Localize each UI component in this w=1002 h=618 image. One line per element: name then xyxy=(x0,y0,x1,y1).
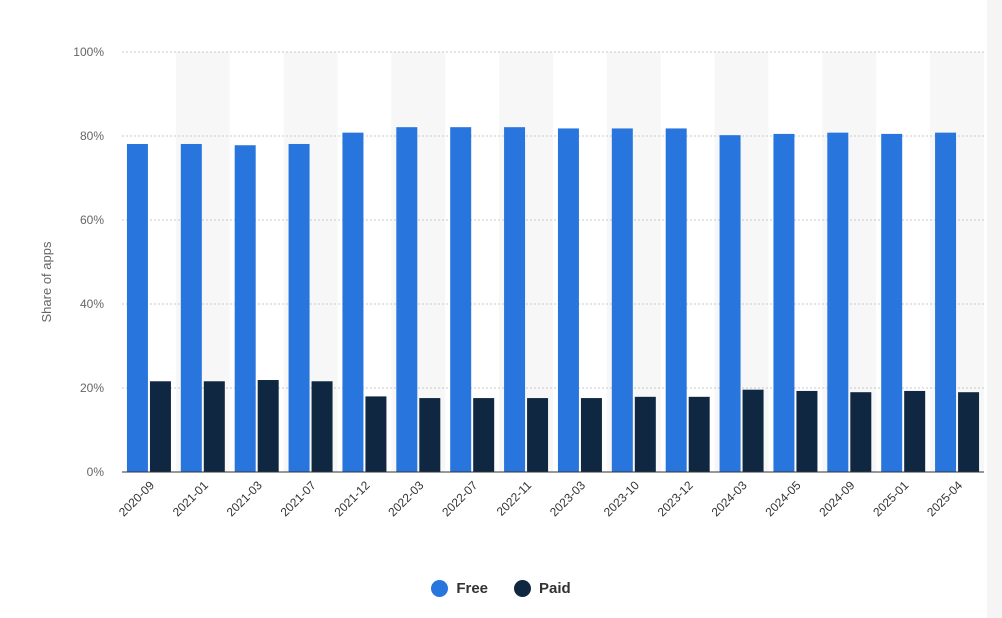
bar-free-2024-09[interactable] xyxy=(827,132,849,472)
x-tick-label: 2024-03 xyxy=(709,478,750,519)
x-tick-label: 2025-01 xyxy=(870,478,911,519)
y-tick-label: 100% xyxy=(73,45,104,59)
bar-paid-2021-07[interactable] xyxy=(311,381,333,472)
bar-paid-2024-09[interactable] xyxy=(850,392,872,472)
legend-item-free[interactable]: Free xyxy=(431,580,488,597)
bar-free-2021-07[interactable] xyxy=(288,143,310,473)
bar-paid-2022-07[interactable] xyxy=(473,398,495,472)
x-tick-label: 2022-07 xyxy=(439,478,480,519)
x-tick-label: 2020-09 xyxy=(116,478,157,519)
bar-free-2022-03[interactable] xyxy=(396,127,418,473)
y-axis-ticks: 0% 20% 40% 60% 80% 100% xyxy=(73,45,104,479)
legend-swatch-free xyxy=(431,580,449,597)
bar-paid-2023-10[interactable] xyxy=(634,396,656,472)
x-tick-label: 2025-04 xyxy=(924,478,965,519)
bar-paid-2022-11[interactable] xyxy=(527,398,549,472)
x-tick-label: 2024-09 xyxy=(816,478,857,519)
bar-free-2020-09[interactable] xyxy=(126,143,148,473)
bar-free-2021-01[interactable] xyxy=(180,143,202,473)
x-axis-ticks: 2020-09 2021-01 2021-03 2021-07 2021-12 2022-… xyxy=(116,478,965,519)
bar-free-2021-12[interactable] xyxy=(342,132,364,472)
bar-free-2024-03[interactable] xyxy=(719,135,741,472)
bar-free-2024-05[interactable] xyxy=(773,133,795,472)
x-tick-label: 2022-11 xyxy=(494,478,535,519)
bar-paid-2021-12[interactable] xyxy=(365,396,387,472)
x-tick-label: 2021-03 xyxy=(224,478,265,519)
bar-free-2021-03[interactable] xyxy=(234,145,256,473)
bar-paid-2025-04[interactable] xyxy=(958,392,980,472)
x-tick-label: 2023-10 xyxy=(601,478,642,519)
x-tick-label: 2022-03 xyxy=(385,478,426,519)
bar-paid-2025-01[interactable] xyxy=(904,390,926,472)
bar-paid-2022-03[interactable] xyxy=(419,398,441,472)
y-tick-label: 20% xyxy=(80,381,104,395)
bar-free-2025-01[interactable] xyxy=(881,133,903,472)
x-tick-label: 2021-01 xyxy=(170,478,211,519)
bar-free-2023-12[interactable] xyxy=(665,128,687,472)
bar-free-2025-04[interactable] xyxy=(935,132,957,472)
page-scrollbar[interactable] xyxy=(987,0,1002,618)
x-tick-label: 2021-07 xyxy=(278,478,319,519)
bar-paid-2020-09[interactable] xyxy=(149,381,171,472)
x-tick-label: 2023-12 xyxy=(655,478,696,519)
x-tick-label: 2023-03 xyxy=(547,478,588,519)
bar-paid-2021-01[interactable] xyxy=(203,381,225,472)
y-tick-label: 80% xyxy=(80,129,104,143)
legend: Free Paid xyxy=(0,580,1002,597)
x-tick-label: 2024-05 xyxy=(763,478,804,519)
legend-swatch-paid xyxy=(514,580,531,597)
y-tick-label: 40% xyxy=(80,297,104,311)
y-axis-title: Share of apps xyxy=(39,241,54,322)
legend-label-free: Free xyxy=(456,580,488,597)
bar-paid-2024-03[interactable] xyxy=(742,389,764,472)
bar-free-2023-10[interactable] xyxy=(611,128,633,472)
bar-paid-2024-05[interactable] xyxy=(796,390,818,472)
bars xyxy=(126,127,980,473)
legend-item-paid[interactable]: Paid xyxy=(514,580,571,597)
bar-paid-2021-03[interactable] xyxy=(257,380,279,472)
y-tick-label: 0% xyxy=(87,465,105,479)
x-tick-label: 2021-12 xyxy=(332,478,373,519)
y-tick-label: 60% xyxy=(80,213,104,227)
legend-label-paid: Paid xyxy=(539,580,571,597)
bar-free-2023-03[interactable] xyxy=(557,128,579,472)
bar-paid-2023-03[interactable] xyxy=(580,398,602,472)
bar-chart: 0% 20% 40% 60% 80% 100% 2020-09 2021-01 2021-03… xyxy=(39,45,984,519)
bar-free-2022-07[interactable] xyxy=(450,127,472,473)
bar-free-2022-11[interactable] xyxy=(504,127,526,473)
bar-paid-2023-12[interactable] xyxy=(688,396,710,472)
